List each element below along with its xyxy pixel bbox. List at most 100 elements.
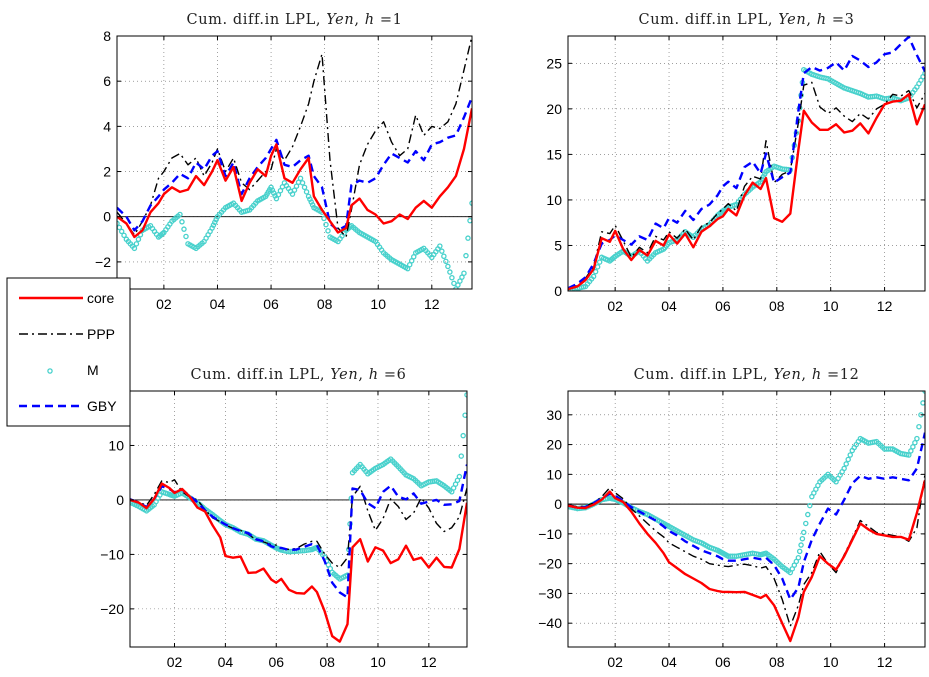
legend-item-M: M bbox=[47, 362, 99, 378]
series-M-point bbox=[133, 241, 140, 247]
series-M-point bbox=[592, 268, 599, 275]
y-tick-label: 0 bbox=[116, 492, 124, 508]
x-tick-label: 08 bbox=[317, 296, 333, 312]
x-tick-label: 02 bbox=[607, 298, 623, 314]
x-tick-label: 12 bbox=[421, 654, 437, 670]
x-tick-label: 08 bbox=[319, 654, 335, 670]
chart-panel-4: 02 04 06 08 10 12 −40 −30 −20 −10 0 10 20 30 Cum. diff… bbox=[538, 367, 926, 670]
series-M-point bbox=[118, 228, 125, 235]
axes-frame bbox=[116, 35, 473, 290]
x-tick-label: 04 bbox=[661, 298, 677, 314]
x-tick-label: 08 bbox=[769, 654, 785, 670]
chart-title-part: Cum. diff.in LPL, bbox=[187, 12, 327, 28]
series-PPP-line bbox=[568, 81, 925, 289]
series-GBY-line bbox=[117, 96, 472, 232]
x-tick-label: 12 bbox=[424, 296, 440, 312]
series-core-line bbox=[130, 482, 467, 643]
plot-area bbox=[130, 391, 467, 647]
legend: core PPP M GBY bbox=[6, 277, 131, 427]
y-tick-label: −10 bbox=[538, 526, 562, 542]
x-tick-label: 04 bbox=[210, 296, 226, 312]
axes-frame bbox=[129, 390, 468, 648]
chart-title-part: h bbox=[369, 367, 379, 383]
chart-title-part: Yen bbox=[326, 12, 354, 28]
series-group bbox=[130, 392, 467, 643]
chart-title-part: =3 bbox=[827, 12, 855, 28]
series-M-point bbox=[594, 264, 601, 270]
series-M-point bbox=[803, 520, 809, 527]
series-M-point bbox=[910, 444, 916, 450]
series-M-point bbox=[443, 258, 449, 265]
series-M-point bbox=[299, 180, 306, 186]
series-M-point bbox=[301, 184, 308, 191]
chart-title-part: , bbox=[354, 12, 364, 28]
chart-title-part: , bbox=[806, 12, 816, 28]
series-GBY-line bbox=[130, 464, 467, 599]
series-M-point bbox=[456, 473, 463, 480]
y-tick-label: 0 bbox=[554, 496, 562, 512]
series-M bbox=[117, 175, 472, 289]
series-M-point bbox=[183, 233, 189, 240]
series-group bbox=[117, 36, 472, 289]
y-tick-label: 8 bbox=[103, 28, 111, 44]
series-M-point bbox=[131, 245, 138, 252]
y-tick-label: 20 bbox=[546, 101, 562, 117]
y-tick-label: 5 bbox=[554, 237, 562, 253]
x-tick-label: 06 bbox=[715, 654, 731, 670]
series-M-point bbox=[807, 502, 813, 509]
series-M bbox=[568, 391, 925, 576]
series-core-line bbox=[568, 480, 925, 643]
plot-area bbox=[117, 36, 472, 289]
chart-title-part: Yen bbox=[330, 367, 358, 383]
chart-title-part: Yen bbox=[773, 367, 801, 383]
x-tick-label: 02 bbox=[167, 654, 183, 670]
series-group bbox=[568, 391, 925, 643]
y-tick-label: 30 bbox=[546, 407, 562, 423]
series-M-point bbox=[908, 448, 914, 454]
series-M-point bbox=[463, 252, 469, 259]
chart-title: Cum. diff.in LPL, Yen, h =1 bbox=[187, 12, 403, 28]
chart-title: Cum. diff.in LPL, Yen, h =3 bbox=[639, 12, 855, 28]
y-tick-label: 0 bbox=[103, 209, 111, 225]
series-PPP-line bbox=[117, 36, 472, 238]
series-M-point bbox=[449, 274, 455, 281]
legend-label: GBY bbox=[87, 398, 117, 414]
series-M-point bbox=[796, 548, 803, 555]
x-tick-label: 12 bbox=[877, 654, 893, 670]
series-M-point bbox=[805, 511, 811, 518]
y-tick-label: −30 bbox=[538, 585, 562, 601]
axes-frame bbox=[567, 390, 926, 648]
series-M-point bbox=[914, 435, 920, 442]
series-M-point bbox=[841, 465, 847, 472]
chart-title-part: , bbox=[358, 367, 368, 383]
y-tick-label: −2 bbox=[95, 254, 111, 270]
y-tick-label: 10 bbox=[546, 192, 562, 208]
y-tick-label: −40 bbox=[538, 615, 562, 631]
chart-title-part: , bbox=[801, 367, 811, 383]
series-M-point bbox=[303, 189, 310, 195]
legend-label: PPP bbox=[87, 326, 115, 342]
y-tick-label: −20 bbox=[538, 556, 562, 572]
y-tick-label: 4 bbox=[103, 118, 111, 134]
series-M-point bbox=[906, 452, 912, 458]
x-tick-label: 02 bbox=[156, 296, 172, 312]
chart-title-part: =12 bbox=[822, 367, 860, 383]
chart-title-part: Cum. diff.in LPL, bbox=[639, 12, 779, 28]
x-tick-label: 02 bbox=[607, 654, 623, 670]
x-tick-label: 06 bbox=[715, 298, 731, 314]
series-M-point bbox=[437, 243, 443, 249]
x-tick-label: 10 bbox=[370, 654, 386, 670]
chart-title-part: h bbox=[817, 12, 827, 28]
series-M-point bbox=[458, 453, 465, 459]
plot-area bbox=[568, 391, 925, 647]
chart-panel-2: 02 04 06 08 10 12 0 5 10 15 20 25 Cum. diff.in LPL, … bbox=[546, 12, 926, 314]
chart-title-part: =6 bbox=[379, 367, 407, 383]
chart-panel-3: 02 04 06 08 10 12 −20 −10 0 10 Cum. diff.in LPL, Y… bbox=[100, 367, 468, 670]
series-M-point bbox=[297, 175, 304, 182]
series-M-point bbox=[121, 232, 127, 239]
series-M-point bbox=[321, 215, 327, 222]
y-tick-label: −20 bbox=[100, 601, 124, 617]
